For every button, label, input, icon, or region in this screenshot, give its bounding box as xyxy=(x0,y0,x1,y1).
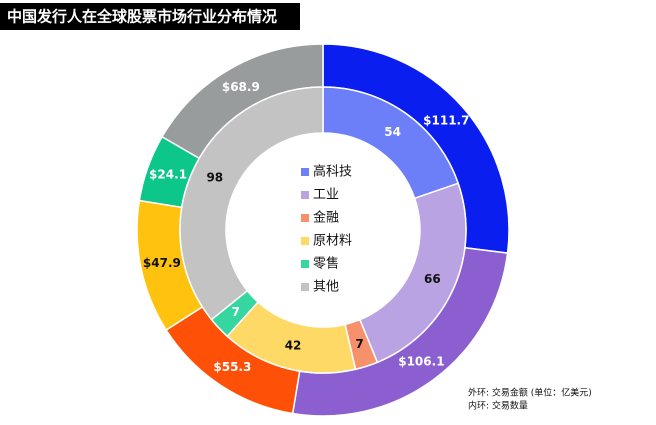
value-label: $24.1 xyxy=(149,167,187,181)
legend-swatch xyxy=(301,214,309,222)
donut-segment xyxy=(179,86,324,321)
legend-swatch xyxy=(301,237,309,245)
legend-label: 高科技 xyxy=(313,164,352,180)
value-label: 7 xyxy=(355,337,363,351)
legend-label: 工业 xyxy=(313,188,339,203)
legend-swatch xyxy=(301,283,309,291)
legend-label: 原材料 xyxy=(313,234,352,249)
legend-label: 零售 xyxy=(313,256,339,272)
value-label: $55.3 xyxy=(213,360,251,374)
chart-title: 中国发行人在全球股票市场行业分布情况 xyxy=(7,8,277,26)
note: 内环: 交易数量 xyxy=(468,400,528,412)
value-label: 66 xyxy=(424,272,441,286)
legend-label: 其他 xyxy=(313,280,339,295)
value-label: $47.9 xyxy=(143,256,181,270)
value-label: 98 xyxy=(206,171,223,185)
value-label: 54 xyxy=(384,125,401,139)
value-label: $68.9 xyxy=(222,80,260,94)
legend-swatch xyxy=(301,260,309,268)
value-label: $111.7 xyxy=(423,114,469,128)
value-label: $106.1 xyxy=(398,354,444,368)
note: 外环: 交易金额 (单位：亿美元) xyxy=(468,387,592,399)
legend-label: 金融 xyxy=(313,210,339,226)
legend-swatch xyxy=(301,168,309,176)
title-bar xyxy=(0,3,300,30)
value-label: 7 xyxy=(232,305,240,319)
legend-swatch xyxy=(301,191,309,199)
value-label: 42 xyxy=(285,339,302,353)
